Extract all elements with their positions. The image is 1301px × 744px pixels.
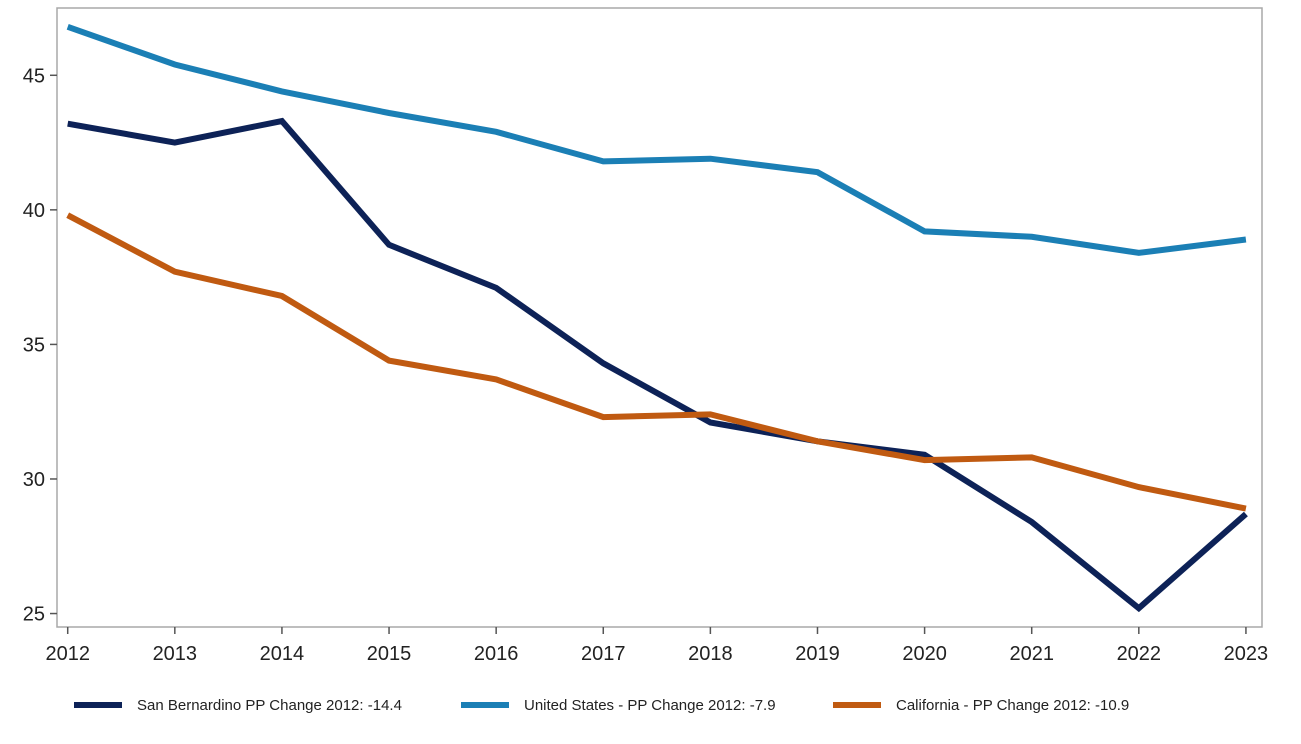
x-tick-label: 2021 — [1009, 643, 1054, 665]
x-tick-label: 2012 — [45, 643, 90, 665]
x-tick-label: 2022 — [1117, 643, 1162, 665]
x-tick-label: 2014 — [260, 643, 305, 665]
x-tick-label: 2017 — [581, 643, 626, 665]
x-tick-label: 2020 — [902, 643, 947, 665]
legend: San Bernardino PP Change 2012: -14.4 Unit… — [74, 697, 1129, 714]
legend-label-1: United States - PP Change 2012: -7.9 — [524, 697, 776, 714]
y-tick-label: 25 — [23, 604, 45, 626]
y-tick-label: 30 — [23, 469, 45, 491]
series-line-1 — [66, 23, 1247, 256]
x-axis: 2012 2013 2014 2015 2016 2017 2018 2019 2020 2021… — [45, 627, 1268, 665]
x-tick-label: 2013 — [153, 643, 198, 665]
legend-label-0: San Bernardino PP Change 2012: -14.4 — [137, 697, 402, 714]
plot-frame — [56, 7, 1263, 628]
x-tick-label: 2018 — [688, 643, 733, 665]
x-tick-label: 2016 — [474, 643, 519, 665]
x-tick-label: 2019 — [795, 643, 840, 665]
x-tick-label: 2023 — [1224, 643, 1269, 665]
legend-label-2: California - PP Change 2012: -10.9 — [896, 697, 1129, 714]
series-line-0 — [67, 117, 1248, 613]
series-line-2 — [66, 212, 1247, 512]
y-tick-label: 35 — [23, 334, 45, 356]
y-tick-label: 40 — [23, 200, 45, 222]
y-axis: 25 30 35 40 45 — [23, 65, 57, 626]
y-tick-label: 45 — [23, 65, 45, 87]
x-tick-label: 2015 — [367, 643, 412, 665]
series-lines — [66, 23, 1248, 613]
